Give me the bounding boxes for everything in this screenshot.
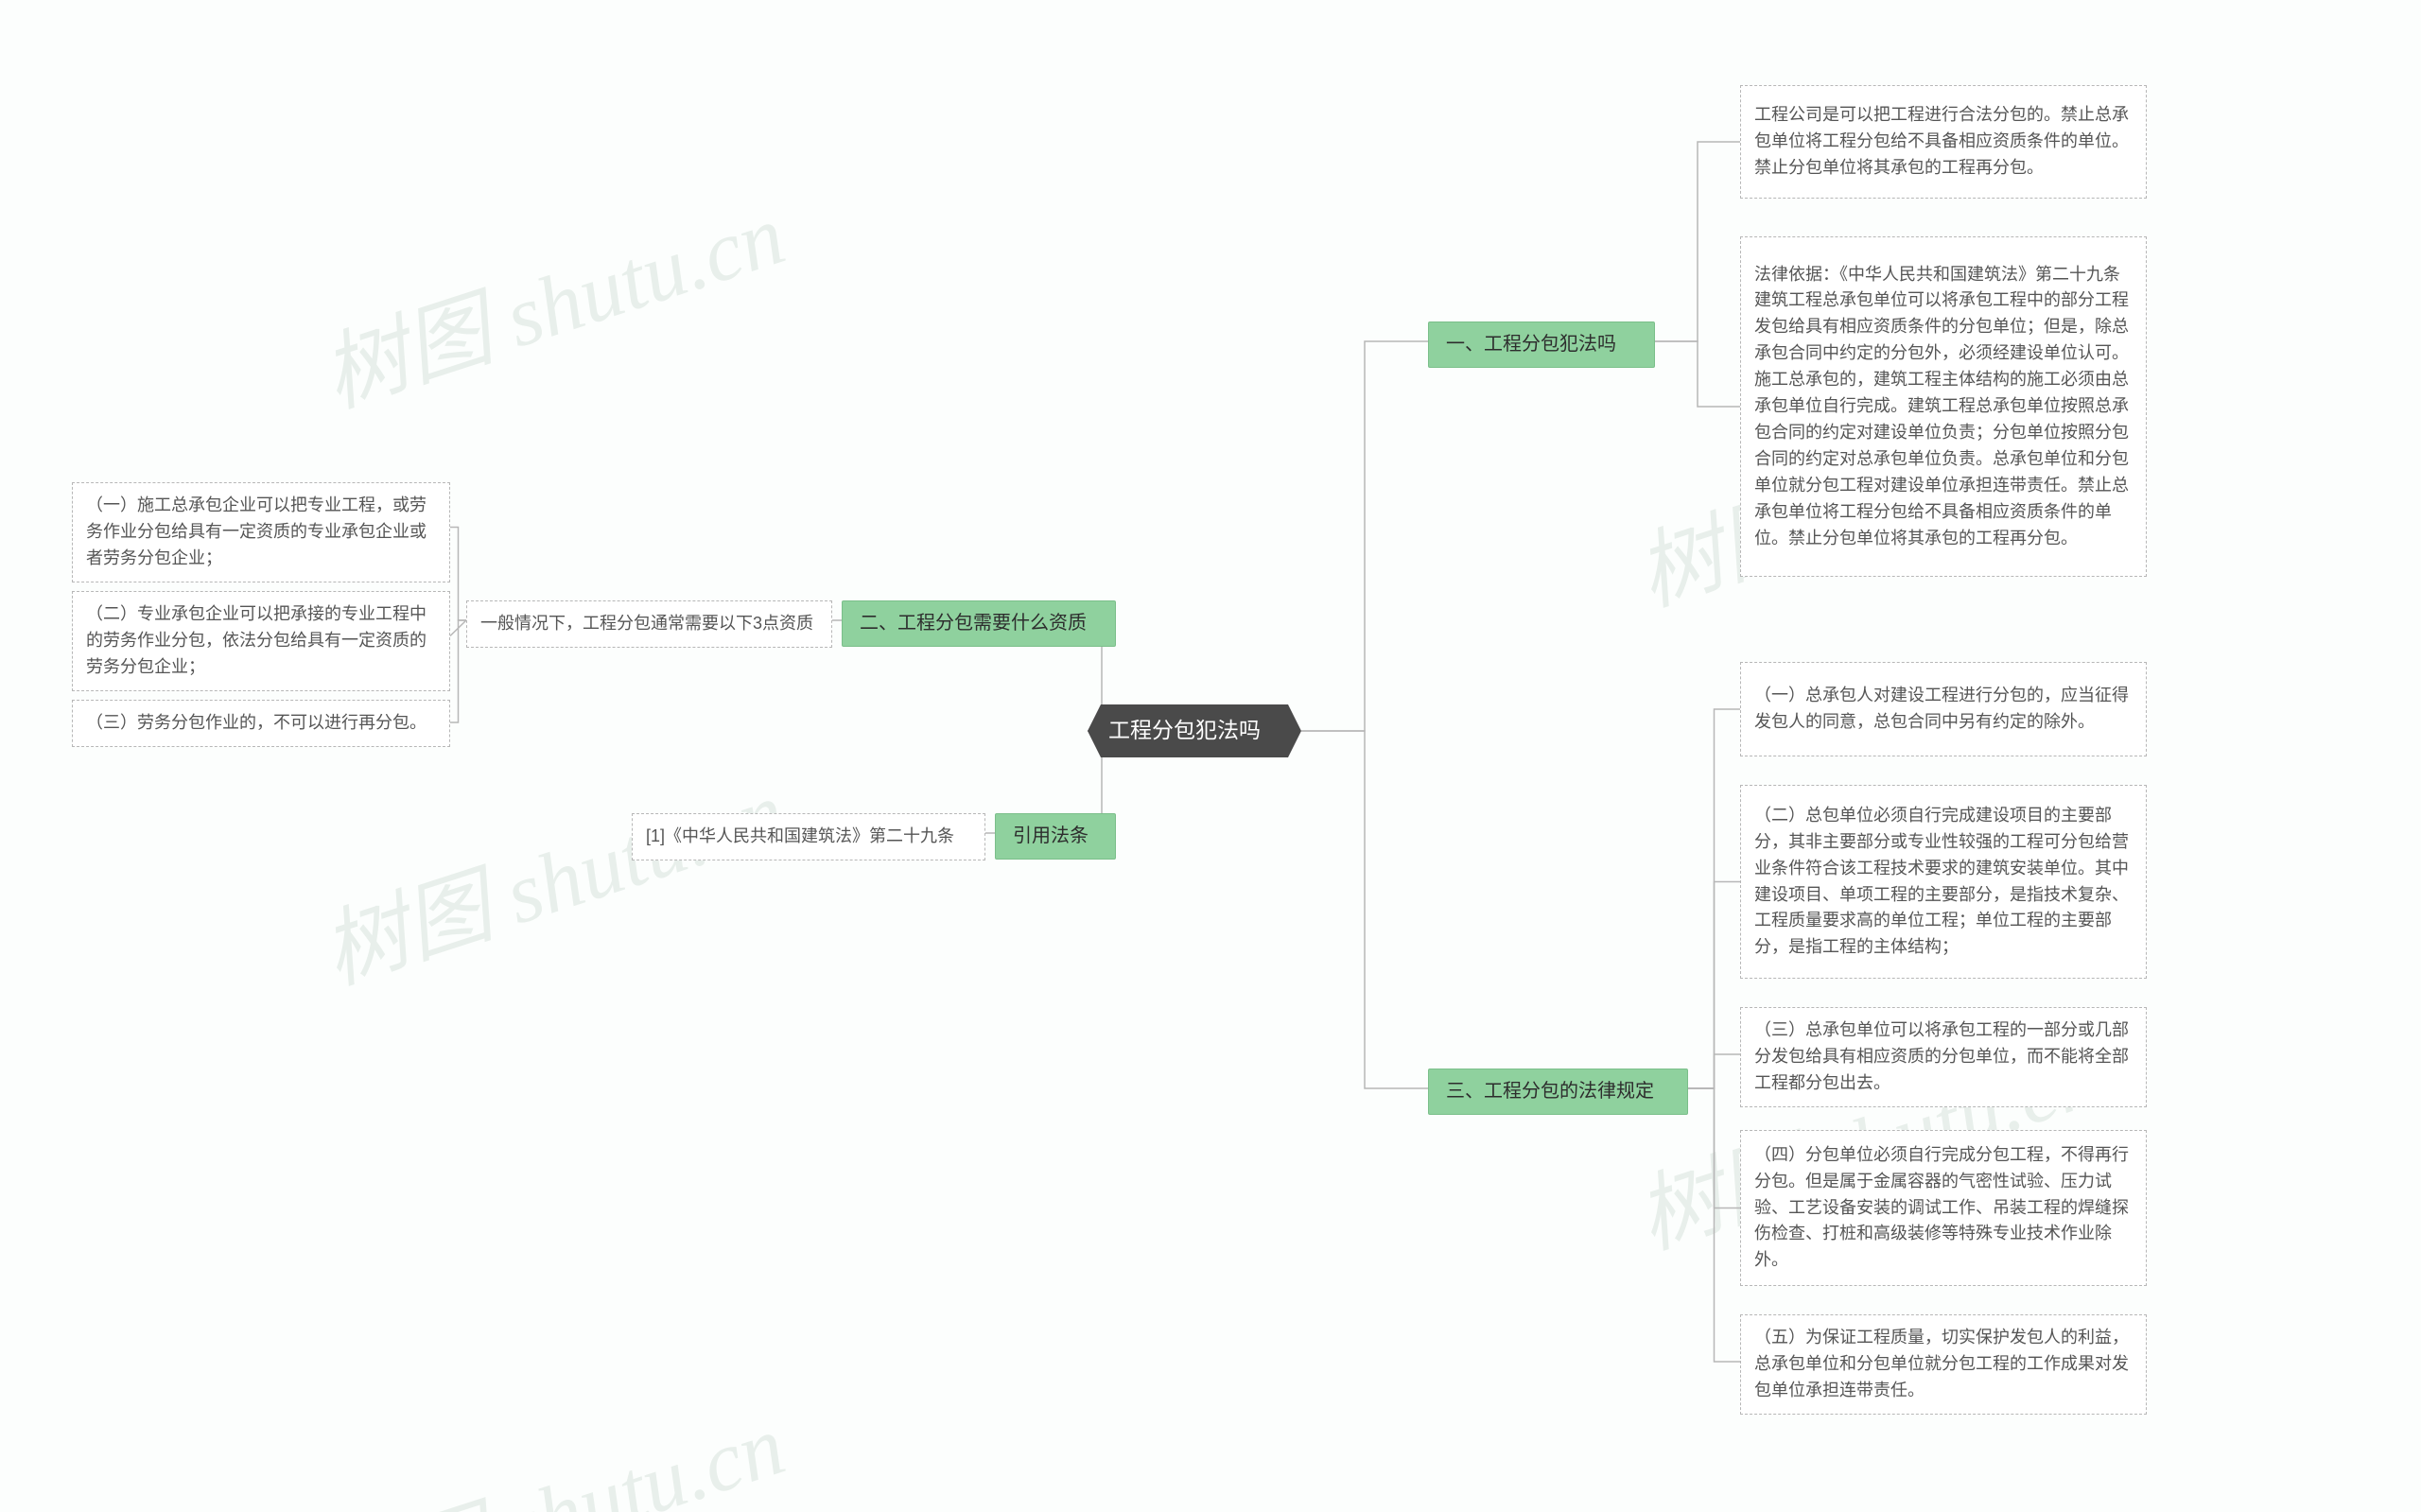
- leaf-2b[interactable]: （二）专业承包企业可以把承接的专业工程中的劳务作业分包，依法分包给具有一定资质的…: [72, 591, 450, 691]
- leaf-text: （一）总承包人对建设工程进行分包的，应当征得发包人的同意，总包合同中另有约定的除…: [1754, 683, 2133, 736]
- watermark: 树图 shutu.cn: [305, 742, 796, 1007]
- leaf-text: （二）专业承包企业可以把承接的专业工程中的劳务作业分包，依法分包给具有一定资质的…: [86, 601, 436, 681]
- watermark: 树图 shutu.cn: [305, 1376, 796, 1512]
- leaf-3a[interactable]: （一）总承包人对建设工程进行分包的，应当征得发包人的同意，总包合同中另有约定的除…: [1740, 662, 2147, 756]
- leaf-text: （五）为保证工程质量，切实保护发包人的利益，总承包单位和分包单位就分包工程的工作…: [1754, 1325, 2133, 1404]
- branch-label: 二、工程分包需要什么资质: [860, 609, 1098, 638]
- branch-label: 三、工程分包的法律规定: [1446, 1077, 1670, 1106]
- subnode-text: [1]《中华人民共和国建筑法》第二十九条: [646, 824, 971, 850]
- leaf-3d[interactable]: （四）分包单位必须自行完成分包工程，不得再行分包。但是属于金属容器的气密性试验、…: [1740, 1130, 2147, 1286]
- leaf-text: （三）总承包单位可以将承包工程的一部分或几部分发包给具有相应资质的分包单位，而不…: [1754, 1017, 2133, 1097]
- leaf-1b[interactable]: 法律依据：《中华人民共和国建筑法》第二十九条 建筑工程总承包单位可以将承包工程中…: [1740, 236, 2147, 577]
- watermark: 树图 shutu.cn: [305, 165, 796, 430]
- subnode-qualification-intro[interactable]: 一般情况下，工程分包通常需要以下3点资质: [466, 600, 832, 648]
- branch-node-2[interactable]: 二、工程分包需要什么资质: [842, 600, 1116, 647]
- mindmap-canvas: 树图 shutu.cn 树图 shutu.cn 树图 shutu.cn 树图 s…: [0, 0, 2421, 1512]
- leaf-text: 法律依据：《中华人民共和国建筑法》第二十九条 建筑工程总承包单位可以将承包工程中…: [1754, 262, 2133, 552]
- root-label: 工程分包犯法吗: [1108, 714, 1280, 748]
- leaf-text: （四）分包单位必须自行完成分包工程，不得再行分包。但是属于金属容器的气密性试验、…: [1754, 1142, 2133, 1274]
- leaf-1a[interactable]: 工程公司是可以把工程进行合法分包的。禁止总承包单位将工程分包给不具备相应资质条件…: [1740, 85, 2147, 199]
- leaf-text: （一）施工总承包企业可以把专业工程，或劳务作业分包给具有一定资质的专业承包企业或…: [86, 493, 436, 572]
- branch-node-4[interactable]: 引用法条: [995, 813, 1116, 860]
- leaf-text: 工程公司是可以把工程进行合法分包的。禁止总承包单位将工程分包给不具备相应资质条件…: [1754, 102, 2133, 182]
- leaf-3e[interactable]: （五）为保证工程质量，切实保护发包人的利益，总承包单位和分包单位就分包工程的工作…: [1740, 1314, 2147, 1415]
- subnode-law-reference[interactable]: [1]《中华人民共和国建筑法》第二十九条: [632, 813, 985, 860]
- leaf-text: （二）总包单位必须自行完成建设项目的主要部分，其非主要部分或专业性较强的工程可分…: [1754, 803, 2133, 961]
- leaf-3b[interactable]: （二）总包单位必须自行完成建设项目的主要部分，其非主要部分或专业性较强的工程可分…: [1740, 785, 2147, 979]
- leaf-text: （三）劳务分包作业的，不可以进行再分包。: [86, 710, 436, 737]
- branch-node-1[interactable]: 一、工程分包犯法吗: [1428, 322, 1655, 368]
- subnode-text: 一般情况下，工程分包通常需要以下3点资质: [480, 611, 818, 637]
- leaf-2c[interactable]: （三）劳务分包作业的，不可以进行再分包。: [72, 700, 450, 747]
- leaf-2a[interactable]: （一）施工总承包企业可以把专业工程，或劳务作业分包给具有一定资质的专业承包企业或…: [72, 482, 450, 582]
- branch-node-3[interactable]: 三、工程分包的法律规定: [1428, 1069, 1688, 1115]
- branch-label: 一、工程分包犯法吗: [1446, 330, 1637, 359]
- branch-label: 引用法条: [1013, 822, 1098, 851]
- root-node[interactable]: 工程分包犯法吗: [1088, 704, 1301, 757]
- leaf-3c[interactable]: （三）总承包单位可以将承包工程的一部分或几部分发包给具有相应资质的分包单位，而不…: [1740, 1007, 2147, 1107]
